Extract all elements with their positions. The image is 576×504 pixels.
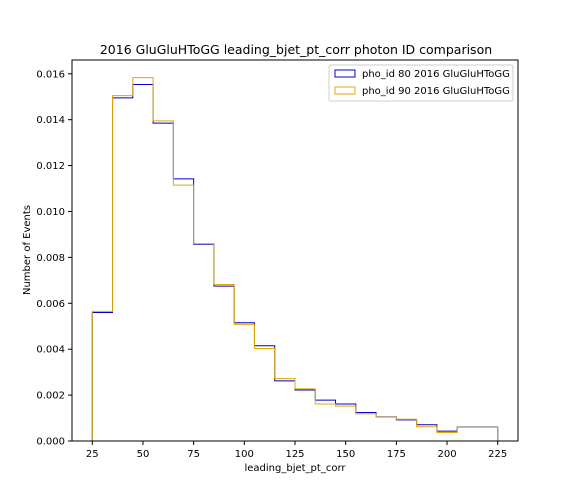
x-axis-label: leading_bjet_pt_corr (244, 463, 346, 474)
legend-swatch-pho-id-90 (334, 86, 356, 95)
y-tick-label: 0.002 (36, 391, 65, 402)
x-axis-ticks: 25 50 75 100 125 150 175 200 225 (86, 441, 507, 460)
y-tick-label: 0.014 (36, 115, 65, 126)
y-axis-ticks: 0.000 0.002 0.004 0.006 0.008 0.010 0.012 0.014… (36, 69, 72, 448)
x-tick-label: 175 (387, 449, 406, 460)
legend: pho_id 80 2016 GluGluHToGG pho_id 90 201… (328, 64, 514, 102)
histogram-series-2 (91, 77, 499, 441)
y-tick-label: 0.000 (36, 437, 65, 448)
y-tick-label: 0.012 (36, 161, 65, 172)
x-tick-label: 125 (285, 449, 304, 460)
y-tick-label: 0.004 (36, 345, 65, 356)
x-tick-label: 50 (137, 449, 150, 460)
plot-content (91, 77, 499, 441)
y-tick-label: 0.016 (36, 69, 65, 80)
x-tick-label: 200 (437, 449, 456, 460)
x-tick-label: 25 (86, 449, 99, 460)
x-tick-label: 150 (336, 449, 355, 460)
y-tick-label: 0.008 (36, 253, 65, 264)
legend-box (328, 64, 514, 102)
y-tick-label: 0.006 (36, 299, 65, 310)
y-tick-label: 0.010 (36, 207, 65, 218)
legend-label-pho-id-90: pho_id 90 2016 GluGluHToGG (362, 86, 510, 97)
x-tick-label: 225 (488, 449, 507, 460)
x-tick-label: 100 (235, 449, 254, 460)
y-axis-label: Number of Events (22, 205, 33, 295)
x-tick-label: 75 (187, 449, 200, 460)
chart-title: 2016 GluGluHToGG leading_bjet_pt_corr ph… (100, 42, 492, 57)
legend-label-pho-id-80: pho_id 80 2016 GluGluHToGG (362, 69, 510, 80)
legend-swatch-pho-id-80 (334, 69, 356, 78)
